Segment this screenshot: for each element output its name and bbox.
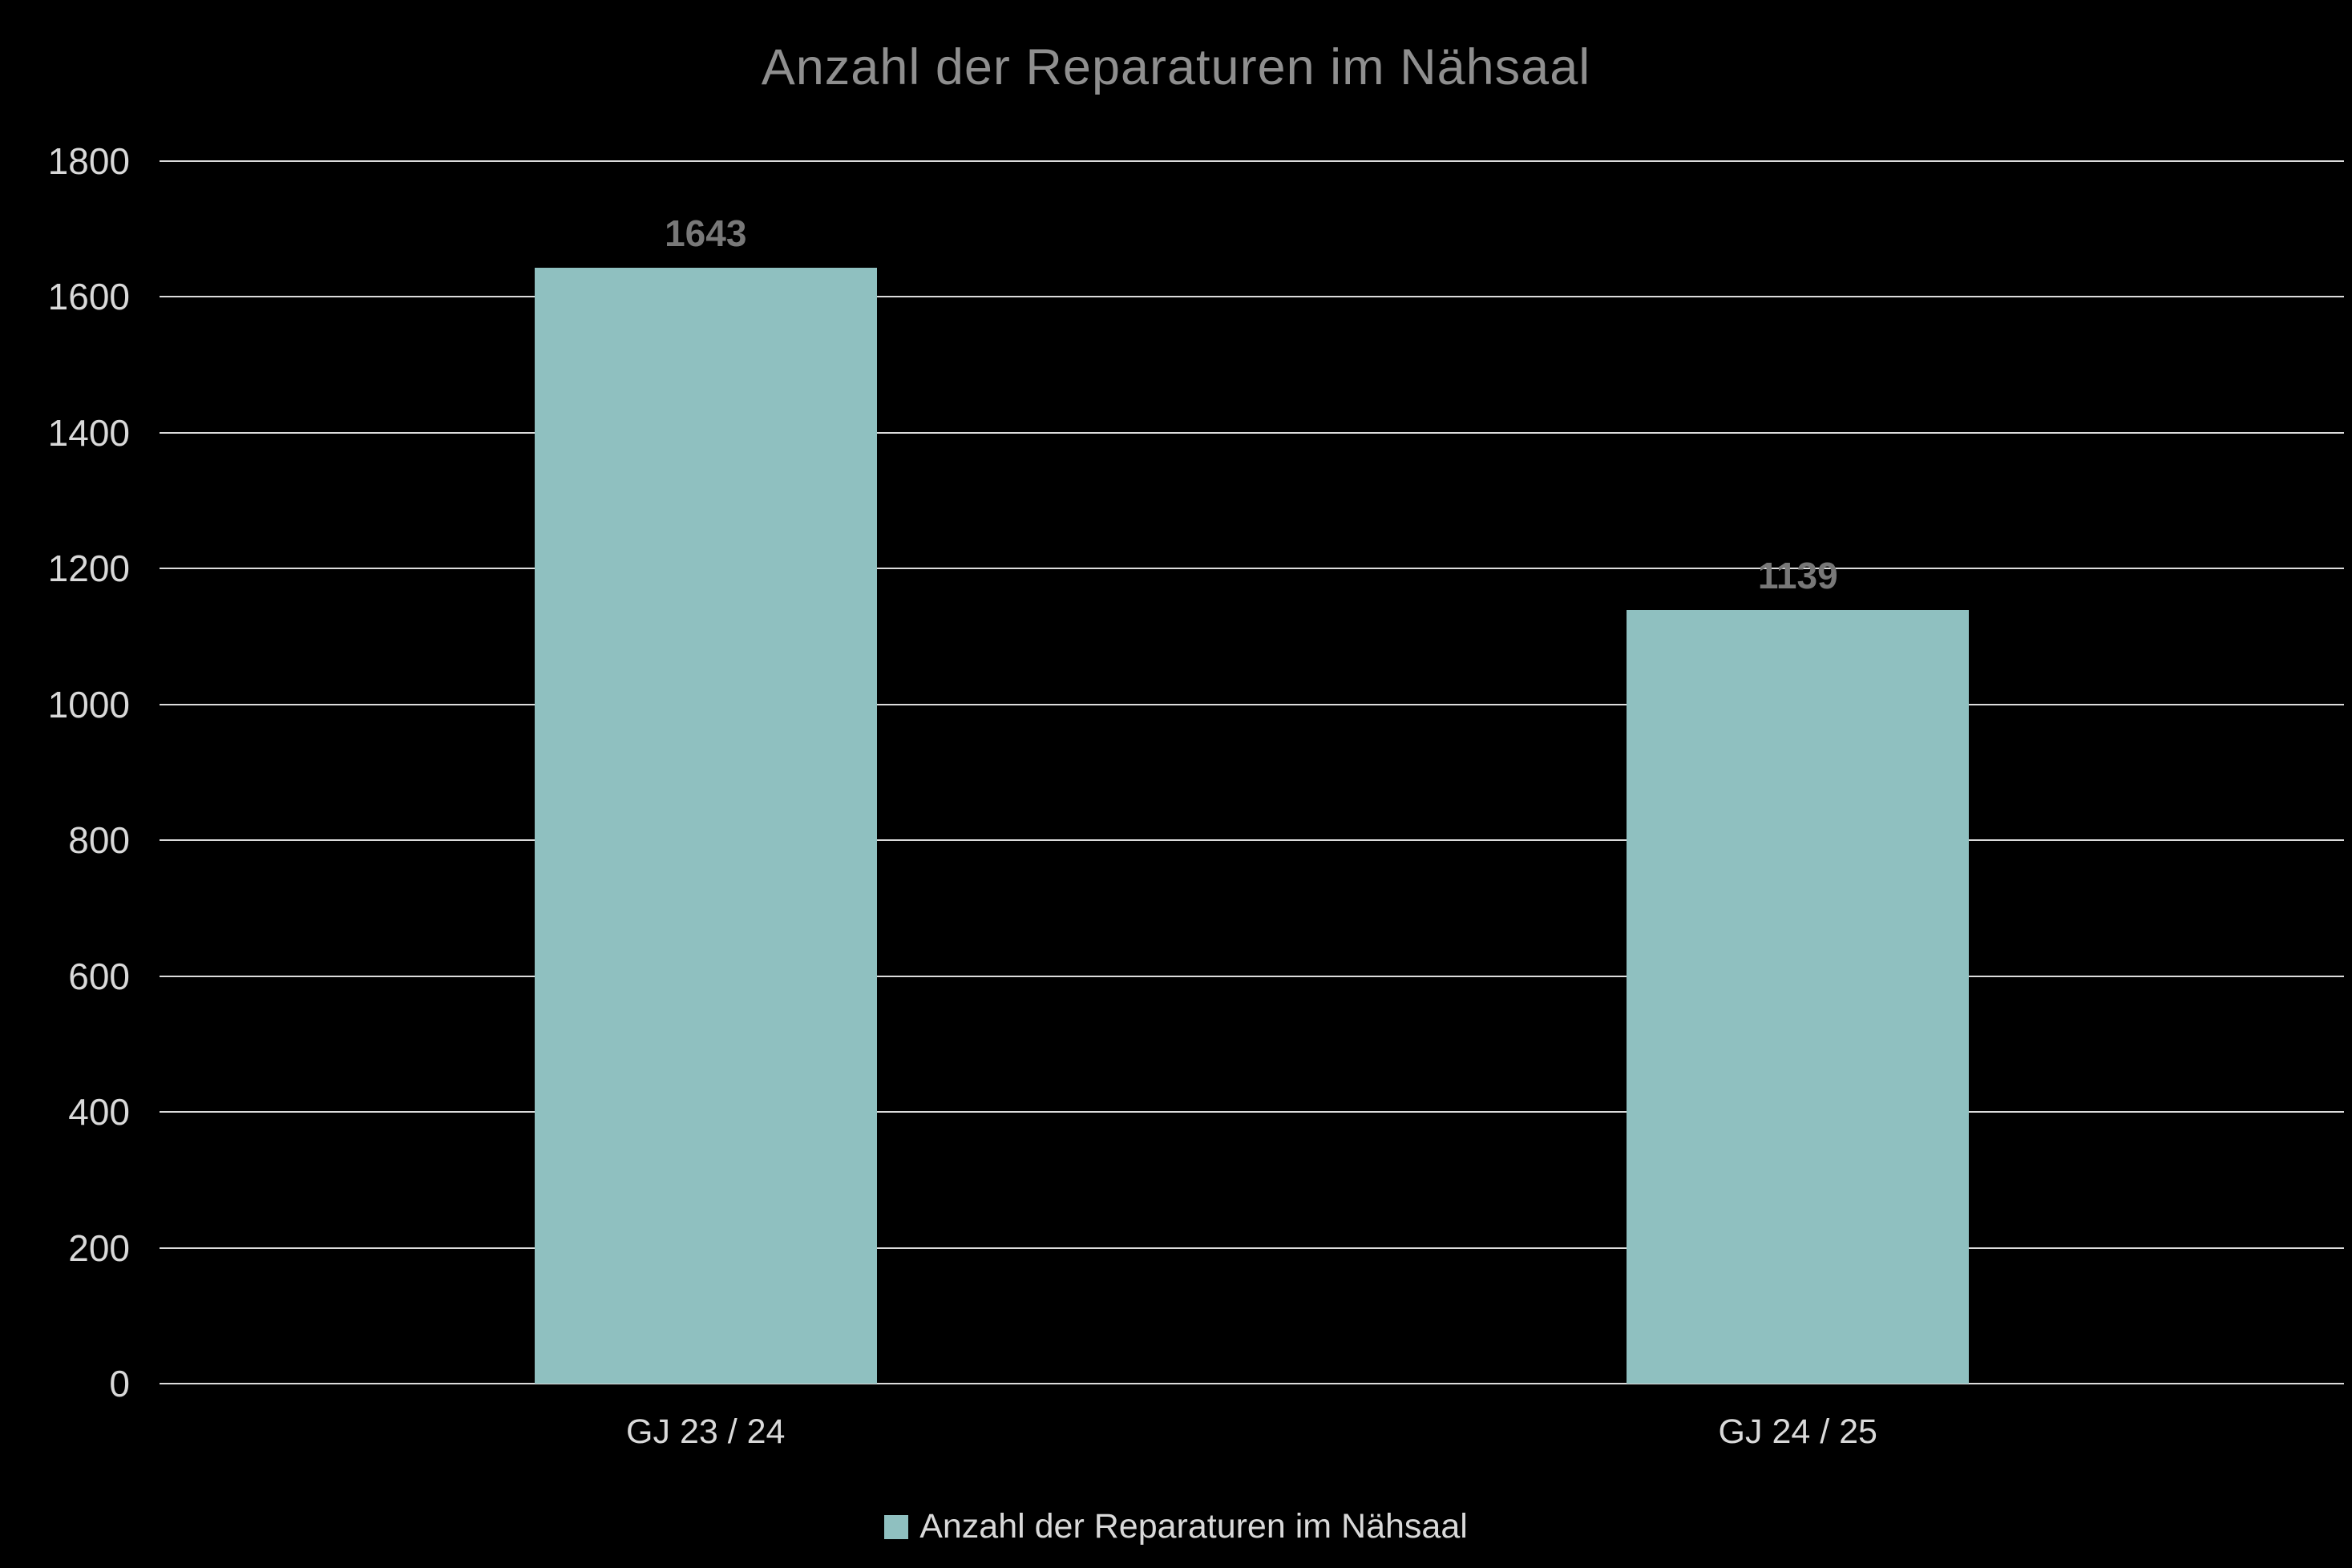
- gridline: [160, 160, 2344, 162]
- gridline: [160, 1111, 2344, 1113]
- plot-area: 1643 1139: [160, 160, 2344, 1384]
- y-tick-label: 1000: [47, 683, 130, 725]
- y-tick-label: 400: [68, 1091, 130, 1134]
- y-tick-label: 1600: [47, 276, 130, 318]
- gridline: [160, 1247, 2344, 1249]
- y-tick-label: 1200: [47, 548, 130, 590]
- gridline: [160, 703, 2344, 705]
- legend-marker-icon: [884, 1514, 909, 1539]
- gridline: [160, 296, 2344, 298]
- bar: [534, 268, 877, 1384]
- legend-series-label: Anzahl der Reparaturen im Nähsaal: [919, 1507, 1468, 1546]
- y-tick-label: 200: [68, 1227, 130, 1269]
- bar: [1627, 610, 1970, 1384]
- x-category-label: GJ 23 / 24: [626, 1412, 786, 1451]
- y-tick-label: 0: [109, 1363, 130, 1404]
- gridline: [160, 1383, 2344, 1384]
- bar-value-label: 1643: [665, 212, 747, 255]
- gridline: [160, 568, 2344, 570]
- y-tick-label: 600: [68, 955, 130, 997]
- x-category-label: GJ 24 / 25: [1718, 1412, 1877, 1451]
- y-tick-label: 1800: [47, 140, 130, 182]
- y-tick-label: 1400: [47, 411, 130, 454]
- legend: Anzahl der Reparaturen im Nähsaal: [0, 1507, 2352, 1546]
- y-axis: 0 200 400 600 800 1000 1200 1400 1600 1800: [0, 140, 130, 1404]
- bar-value-label: 1139: [1757, 555, 1838, 597]
- gridline: [160, 975, 2344, 977]
- y-tick-label: 800: [68, 819, 130, 862]
- gridline: [160, 839, 2344, 842]
- gridline: [160, 431, 2344, 434]
- chart-title: Anzahl der Reparaturen im Nähsaal: [761, 39, 1591, 95]
